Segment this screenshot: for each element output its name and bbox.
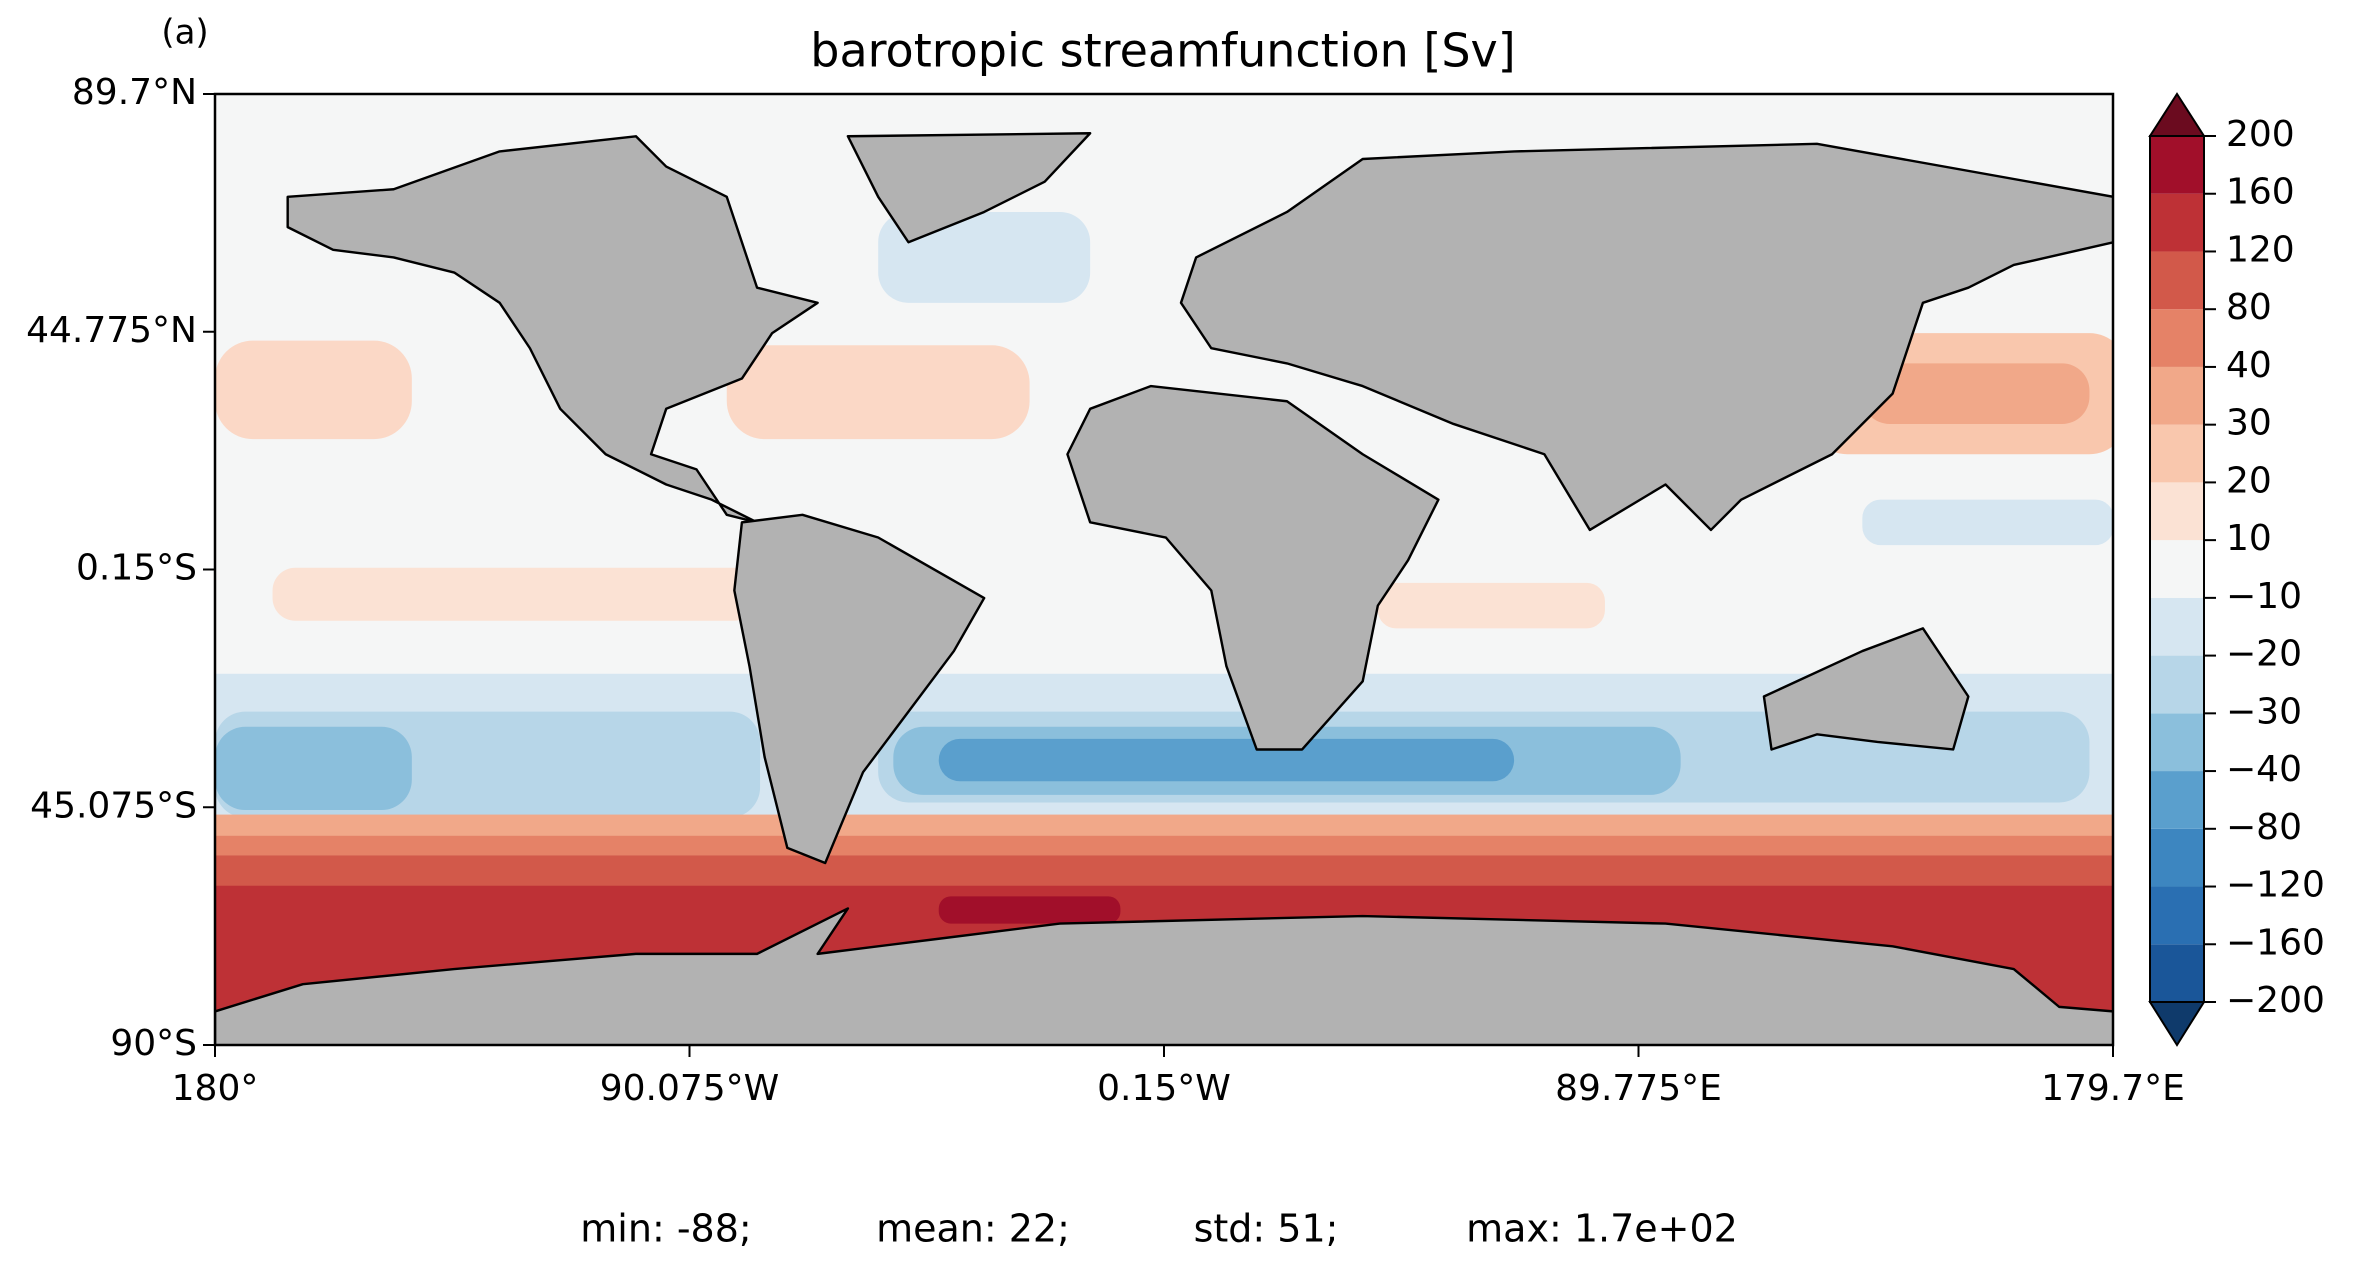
stat-text: std: 51;	[1194, 1207, 1339, 1251]
colorbar-segment	[2150, 309, 2204, 367]
colorbar-frame	[2149, 135, 2205, 1003]
x-tick-label: 0.15°W	[1097, 1068, 1231, 1109]
colorbar-tick-label: −120	[2226, 865, 2325, 906]
colorbar-tick-label: 20	[2226, 460, 2272, 501]
colorbar-tick-label: 160	[2226, 172, 2295, 213]
colorbar-segment	[2150, 366, 2204, 425]
colorbar-extend-low	[2148, 1001, 2206, 1047]
colorbar-segment	[2150, 713, 2204, 772]
colorbar-tick-label: 120	[2226, 229, 2295, 270]
colorbar-segment	[2150, 771, 2204, 829]
colorbar-tick-label: 30	[2226, 403, 2272, 444]
y-tick-label: 44.775°N	[26, 310, 197, 351]
chart-title: barotropic streamfunction [Sv]	[810, 24, 1515, 78]
colorbar-segment	[2150, 944, 2204, 1002]
colorbar-tick-label: −80	[2226, 807, 2302, 848]
colorbar-segment	[2150, 828, 2204, 887]
stat-text: max: 1.7e+02	[1466, 1207, 1738, 1251]
colorbar-tick-label: −20	[2226, 634, 2302, 675]
colorbar-tick-label: 10	[2226, 518, 2272, 559]
x-tick-label: 179.7°E	[2041, 1068, 2185, 1109]
stat-text: min: -88;	[580, 1207, 751, 1251]
colorbar-tick-label: −160	[2226, 922, 2325, 963]
colorbar-segment	[2150, 655, 2204, 714]
colorbar-segment	[2150, 540, 2204, 598]
colorbar-tick-label: 40	[2226, 345, 2272, 386]
colorbar-tick-label: −200	[2226, 980, 2325, 1021]
colorbar-segment	[2150, 251, 2204, 310]
colorbar-segment	[2150, 136, 2204, 194]
land	[215, 132, 2113, 1045]
y-tick-label: 0.15°S	[76, 548, 197, 589]
colorbar-segment	[2150, 193, 2204, 252]
colorbar-segment	[2150, 597, 2204, 656]
colorbar-segment	[2150, 424, 2204, 483]
x-tick-label: 90.075°W	[600, 1068, 780, 1109]
colorbar-tick-label: 200	[2226, 114, 2295, 155]
colorbar-tick-label: −40	[2226, 749, 2302, 790]
colorbar-segment	[2150, 482, 2204, 541]
colorbar-segment	[2150, 886, 2204, 945]
x-tick-label: 89.775°E	[1555, 1068, 1722, 1109]
y-tick-label: 45.075°S	[30, 785, 197, 826]
colorbar-tick-label: 80	[2226, 287, 2272, 328]
stat-text: mean: 22;	[876, 1207, 1070, 1251]
map-field	[215, 94, 2113, 1045]
field-patches	[215, 211, 2113, 1045]
panel-label: (a)	[161, 13, 208, 53]
x-tick-label: 180°	[172, 1068, 259, 1109]
colorbar-tick-label: −10	[2226, 576, 2302, 617]
y-tick-label: 89.7°N	[72, 72, 197, 113]
colorbar-tick-label: −30	[2226, 691, 2302, 732]
y-tick-label: 90°S	[110, 1023, 197, 1064]
colorbar-extend-high	[2148, 92, 2206, 137]
